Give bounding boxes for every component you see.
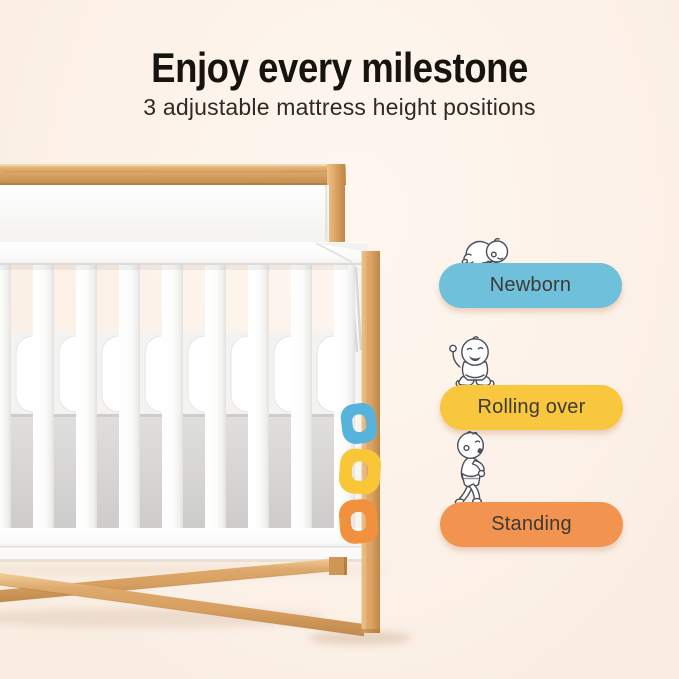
crib-headboard bbox=[0, 164, 346, 260]
milestone-label-standing: Standing bbox=[491, 513, 572, 535]
milestone-pill-rolling-over: Rolling over bbox=[440, 385, 623, 430]
rolling-over-baby-icon bbox=[449, 336, 495, 388]
milestone-label-newborn: Newborn bbox=[489, 274, 572, 296]
standing-baby-icon bbox=[454, 431, 486, 505]
crib-x-base bbox=[0, 557, 365, 637]
milestone-pill-newborn: Newborn bbox=[439, 263, 622, 308]
marker-bottom-ring bbox=[338, 499, 379, 544]
page-subtitle: 3 adjustable mattress height positions bbox=[143, 94, 536, 120]
header: Enjoy every milestone 3 adjustable mattr… bbox=[0, 0, 679, 121]
newborn-baby-icon bbox=[461, 237, 509, 266]
marker-top-ring bbox=[340, 403, 378, 444]
milestone-pill-standing: Standing bbox=[440, 502, 623, 547]
crib-slats bbox=[0, 263, 355, 530]
milestone-label-rolling-over: Rolling over bbox=[477, 396, 586, 418]
crib-top-rail bbox=[0, 242, 368, 265]
marker-middle-ring bbox=[338, 448, 382, 495]
mattress-height-marker-newborn bbox=[340, 403, 378, 444]
page-title: Enjoy every milestone bbox=[151, 44, 528, 91]
crib-bottom-rail bbox=[0, 528, 365, 562]
mattress-height-marker-rolling-over bbox=[338, 448, 382, 495]
mattress-height-marker-standing bbox=[338, 499, 379, 544]
